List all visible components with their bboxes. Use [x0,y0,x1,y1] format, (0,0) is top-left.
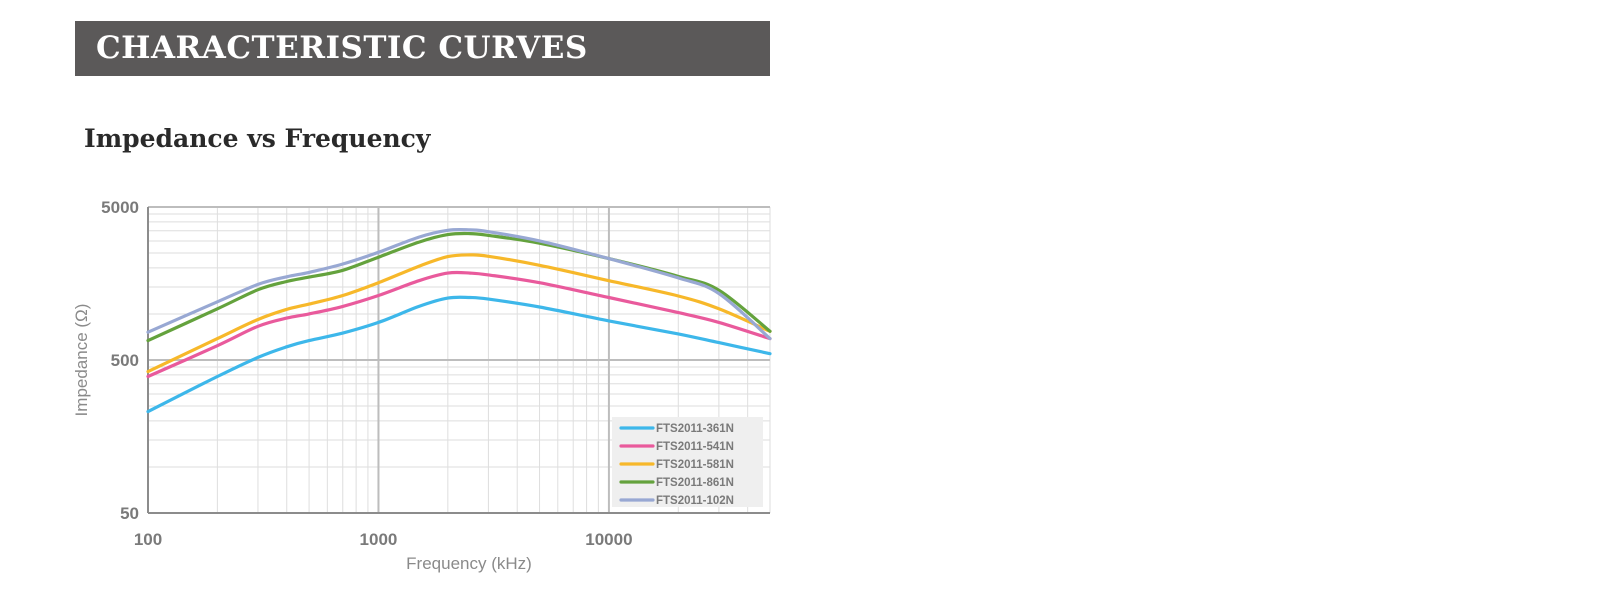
series-line-fts2011-581n [146,253,772,374]
legend-label: FTS2011-102N [656,495,734,507]
section-banner: CHARACTERISTIC CURVES [75,21,770,76]
y-tick-label: 500 [111,351,139,370]
chart-subtitle: Impedance vs Frequency [84,124,431,153]
y-tick-label: 5000 [101,198,139,217]
series-line-fts2011-361n [146,295,772,414]
x-tick-label: 1000 [360,530,398,549]
chart-axes [147,207,770,514]
x-axis-label: Frequency (kHz) [406,554,532,573]
legend-label: FTS2011-861N [656,477,734,489]
tick-labels: 100 1000 10000 50 500 5000 [101,198,632,549]
legend: FTS2011-361N FTS2011-541N FTS2011-581N FTS2… [612,417,763,507]
series-line-fts2011-541n [146,270,772,379]
legend-label: FTS2011-361N [656,423,734,435]
y-tick-label: 50 [120,504,139,523]
x-tick-label: 10000 [585,530,632,549]
series-group [146,227,772,414]
x-tick-label: 100 [134,530,162,549]
legend-label: FTS2011-541N [656,441,734,453]
legend-box [612,417,763,507]
series-line-fts2011-102n [146,227,772,341]
legend-label: FTS2011-581N [656,459,734,471]
y-axis-label: Impedance (Ω) [72,304,91,417]
